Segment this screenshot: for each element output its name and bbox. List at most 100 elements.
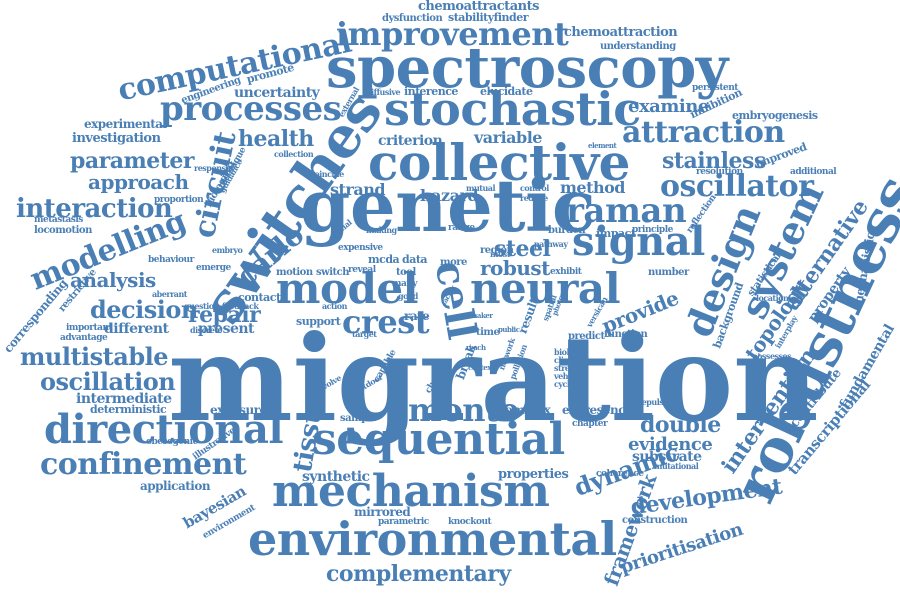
word-analysis: analysis [70, 268, 156, 292]
word-element: element [588, 141, 617, 150]
word-elucidate: elucidate [480, 85, 533, 98]
word-exposure: exposure [210, 403, 267, 417]
word-mutational: mutational [654, 461, 699, 471]
word-stabilityfinder: stabilityfinder [448, 11, 529, 24]
word-predict: predict [568, 331, 605, 342]
word-locomotion: locomotion [34, 225, 92, 236]
word-properties: properties [498, 467, 569, 482]
word-investigation: investigation [72, 131, 161, 146]
word-important: important [66, 323, 113, 333]
word-vehicle: vehicle [554, 371, 583, 381]
word-knockout: knockout [448, 517, 492, 527]
word-collective: collective [368, 133, 631, 192]
word-attraction: attraction [622, 115, 785, 150]
word-confinement: confinement [40, 447, 247, 482]
word-motion: motion [276, 267, 313, 278]
word-interaction: interaction [16, 194, 173, 224]
word-maker: maker [470, 311, 493, 320]
word-region: region [480, 245, 514, 256]
word-inference: inference [404, 85, 458, 98]
word-sequential: sequential [312, 414, 565, 465]
word-time: time [476, 327, 500, 338]
word-emerge: emerge [196, 263, 231, 273]
word-collection: collection [274, 149, 314, 159]
word-complex: complex [498, 403, 551, 417]
word-evidence: evidence [628, 434, 713, 455]
word-uncertainty: uncertainty [234, 85, 320, 101]
word-improvement: improvement [336, 15, 569, 53]
word-mcda: mcda [368, 253, 400, 266]
word-data: data [402, 253, 428, 266]
word-number: number [648, 267, 689, 278]
word-support: support [296, 315, 341, 328]
word-expresence: expresence [562, 403, 633, 417]
word-expensive: expensive [338, 243, 383, 253]
word-reveal: reveal [348, 265, 376, 275]
word-obesogenic: obesogenic [146, 437, 198, 447]
word-contact: contact [238, 291, 281, 304]
word-principle: principle [632, 225, 673, 235]
word-variable: variable [474, 128, 542, 147]
word-pathway: pathway [534, 239, 568, 249]
word-complementary: complementary [326, 561, 511, 587]
word-different: different [104, 321, 169, 337]
word-experimental: experimental [84, 117, 167, 131]
word-hazard: hazard [420, 186, 479, 205]
word-chemoattraction: chemoattraction [564, 25, 678, 40]
word-stream: stream [554, 363, 583, 373]
word-additional: additional [790, 167, 837, 177]
word-embryogenesis: embryogenesis [732, 109, 818, 122]
word-examine: examine [628, 96, 709, 117]
word-control: control [520, 183, 549, 193]
word-application: application [140, 479, 211, 493]
word-advantage: advantage [60, 333, 108, 343]
word-discrete: discrete [190, 325, 223, 335]
word-parameter: parameter [70, 148, 195, 174]
word-synthetic: synthetic [302, 469, 370, 485]
word-multistable: multistable [20, 342, 168, 371]
word-dysfunction: dysfunction [382, 13, 443, 24]
word-substrate: substrate [632, 449, 702, 465]
word-response: response [194, 163, 231, 173]
word-good: good [398, 291, 418, 301]
word-sample: sample [340, 413, 377, 424]
word-location: location [756, 293, 789, 303]
word-present: present [198, 321, 255, 337]
word-strand: strand [330, 180, 386, 199]
word-method: method [560, 178, 626, 197]
word-raman: raman [566, 191, 687, 231]
word-aberrant: aberrant [152, 289, 188, 299]
word-monte: monte [408, 391, 520, 429]
word-embryo: embryo [212, 245, 243, 255]
word-context: context [468, 363, 494, 372]
word-coherence: coherence [596, 469, 644, 479]
word-crest: crest [342, 303, 430, 341]
word-stochastic: stochastic [384, 82, 641, 136]
word-tool: tool [396, 267, 416, 278]
word-repair: repair [188, 302, 261, 328]
word-question: question [184, 301, 219, 311]
word-metastasis: metastasis [34, 215, 83, 225]
word-mirrored: mirrored [354, 505, 411, 519]
word-mechanism: mechanism [272, 466, 550, 517]
word-target: target [352, 329, 377, 339]
word-genetic: genetic [300, 163, 596, 248]
word-rate: rate [404, 309, 430, 323]
word-switch: switch [316, 267, 350, 278]
word-chemoattractants: chemoattractants [418, 0, 539, 14]
word-approach: approach [88, 170, 189, 194]
word-health: health [238, 126, 314, 152]
word-parametric: parametric [378, 517, 429, 527]
word-construction: construction [622, 515, 688, 526]
word-repulsive: repulsive [638, 397, 675, 407]
word-range: range [448, 223, 475, 233]
word-coincide: coincide [310, 169, 344, 179]
word-biology: biology [554, 347, 584, 357]
word-intermediate: intermediate [76, 391, 172, 407]
word-environmental: environmental [248, 512, 617, 566]
word-exhibit: exhibit [550, 267, 582, 277]
word-criterion: criterion [378, 133, 443, 149]
word-function: function [604, 329, 648, 340]
word-many: many [392, 279, 418, 289]
